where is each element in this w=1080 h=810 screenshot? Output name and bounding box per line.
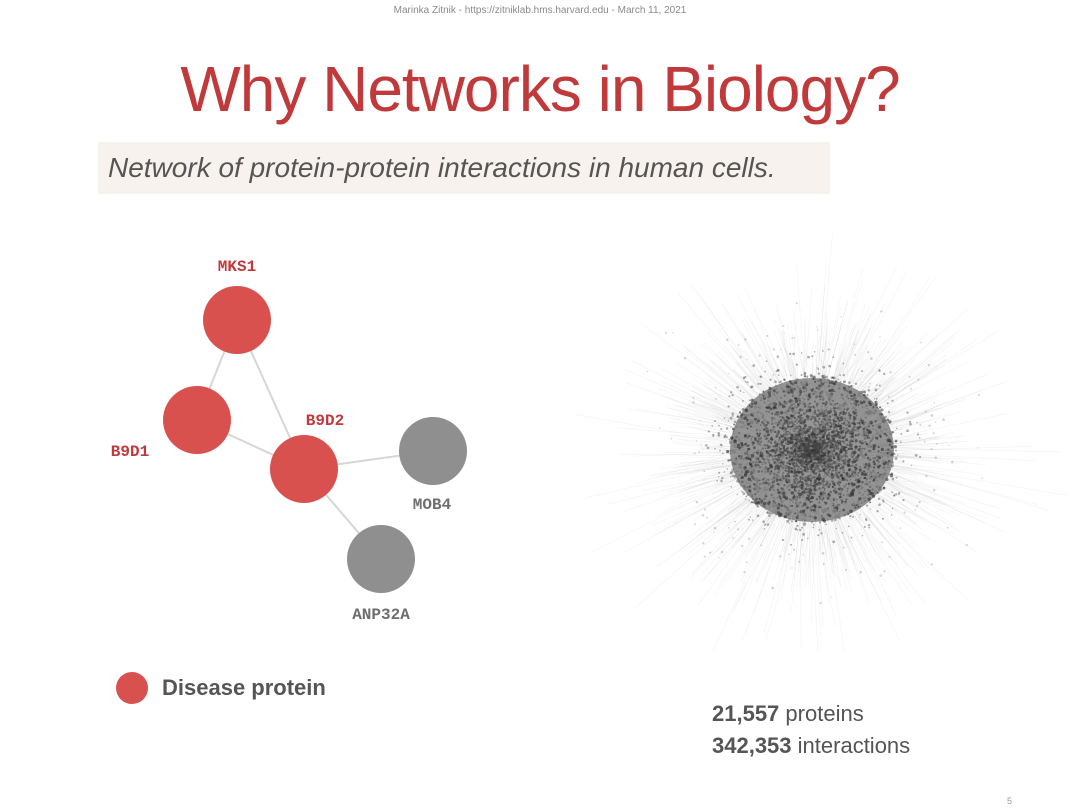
label-mob4: MOB4	[413, 496, 452, 514]
legend: Disease protein	[116, 672, 326, 704]
network-stats: 21,557 proteins 342,353 interactions	[712, 698, 910, 762]
stats-proteins: 21,557 proteins	[712, 698, 910, 730]
label-mks1: MKS1	[218, 258, 256, 276]
proteins-label: proteins	[785, 701, 864, 726]
interactions-count: 342,353	[712, 733, 792, 758]
proteins-count: 21,557	[712, 701, 780, 726]
node-mks1	[203, 286, 271, 354]
node-mob4	[399, 417, 467, 485]
stats-interactions: 342,353 interactions	[712, 730, 910, 762]
ppi-network-hairball	[576, 233, 1067, 654]
slide-title: Why Networks in Biology?	[180, 53, 900, 125]
label-b9d1: B9D1	[111, 443, 149, 461]
legend-disease-dot	[116, 672, 148, 704]
label-anp32a: ANP32A	[352, 606, 410, 624]
node-b9d2	[270, 435, 338, 503]
label-b9d2: B9D2	[306, 412, 344, 430]
legend-label: Disease protein	[162, 675, 326, 700]
node-b9d1	[163, 386, 231, 454]
nodes-group	[163, 286, 467, 593]
page-number: 5	[1006, 796, 1012, 806]
header-credit: Marinka Zitnik - https://zitniklab.hms.h…	[393, 5, 687, 16]
interactions-label: interactions	[797, 733, 911, 758]
labels-group: MKS1 B9D1 B9D2 MOB4 ANP32A	[111, 258, 452, 624]
slide-subtitle: Network of protein-protein interactions …	[98, 142, 830, 194]
node-anp32a	[347, 525, 415, 593]
